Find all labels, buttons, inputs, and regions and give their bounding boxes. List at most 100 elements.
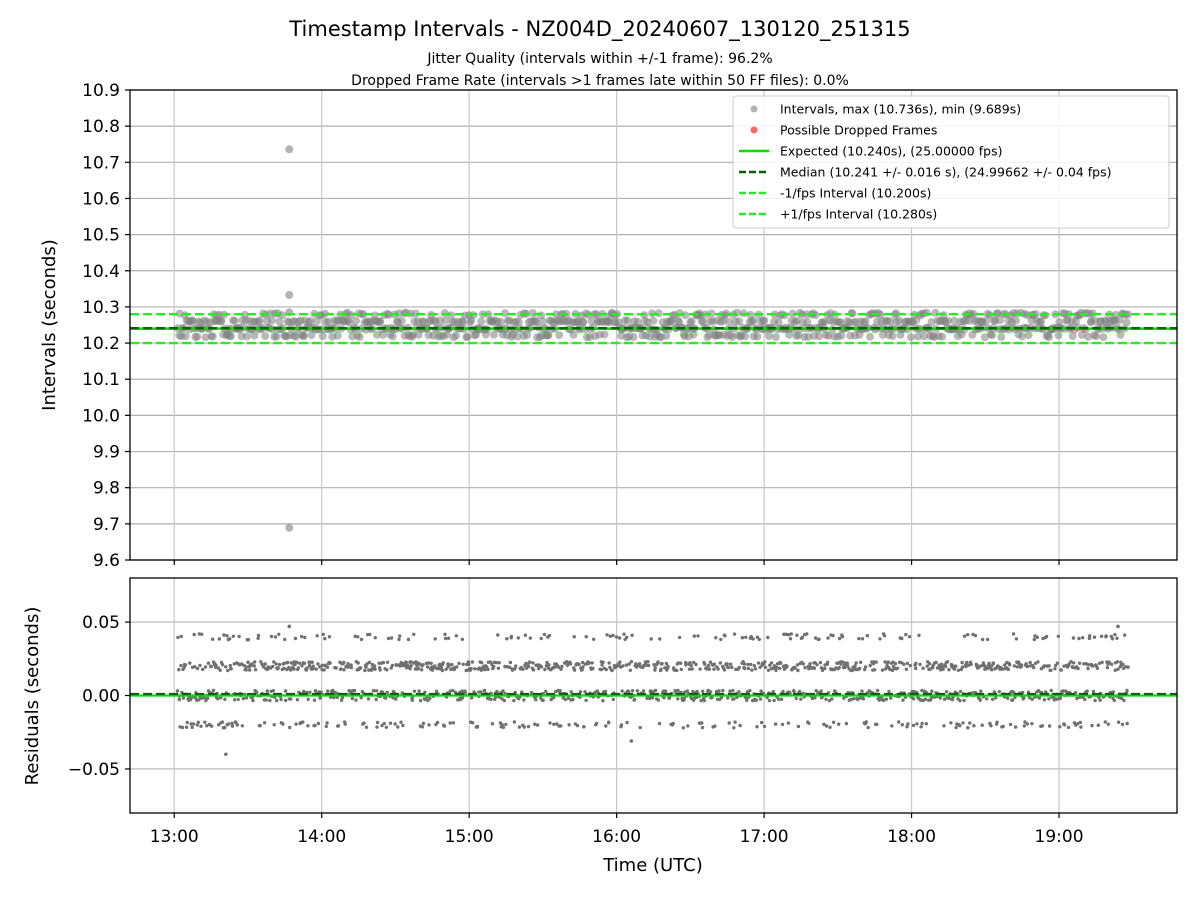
residual-point	[911, 723, 916, 728]
interval-point	[803, 317, 812, 326]
residual-point	[1011, 632, 1016, 636]
residual-point	[726, 665, 731, 670]
residual-point	[1044, 690, 1048, 694]
residual-point	[836, 661, 840, 665]
chart-subtitle-dropped: Dropped Frame Rate (intervals >1 frames …	[351, 73, 849, 89]
interval-point	[1115, 316, 1124, 325]
residual-point	[216, 697, 220, 701]
residual-point	[581, 665, 585, 669]
residual-point	[808, 662, 812, 666]
residual-point	[372, 664, 377, 668]
residual-point	[799, 697, 803, 701]
interval-point	[980, 333, 989, 342]
residual-point	[1030, 697, 1034, 701]
residual-point	[617, 636, 622, 640]
interval-point	[997, 332, 1006, 341]
residual-point	[813, 696, 817, 700]
residual-point	[479, 690, 483, 694]
interval-point	[600, 330, 609, 339]
residual-point	[1076, 722, 1080, 726]
interval-point	[914, 332, 923, 341]
residual-point	[305, 666, 309, 670]
interval-point	[397, 316, 406, 325]
residuals-reference-lines	[130, 692, 1177, 697]
residual-point	[339, 667, 343, 671]
residual-point	[380, 723, 384, 728]
interval-point	[1099, 333, 1108, 342]
residual-point	[385, 690, 389, 695]
residual-point	[188, 661, 192, 665]
interval-point	[272, 332, 281, 341]
interval-point	[927, 318, 936, 327]
residual-point	[567, 723, 571, 727]
residual-point	[902, 662, 906, 666]
residual-point	[890, 724, 894, 728]
residual-point	[947, 696, 952, 701]
residual-point	[930, 689, 934, 693]
residual-point	[1116, 720, 1121, 724]
residual-point	[700, 721, 704, 725]
residual-point	[819, 666, 824, 670]
residual-point	[717, 689, 721, 693]
residual-point	[420, 668, 424, 672]
interval-point	[324, 317, 333, 326]
residual-point	[253, 668, 258, 672]
residual-point	[516, 636, 520, 640]
residual-point	[185, 720, 189, 725]
residual-point	[824, 697, 828, 701]
residual-point	[846, 664, 850, 668]
residual-point	[372, 689, 376, 693]
residual-point	[271, 664, 275, 669]
residual-point	[190, 725, 194, 730]
residual-point	[677, 635, 682, 640]
residual-point	[663, 666, 667, 670]
residual-point	[246, 660, 250, 664]
residual-point	[492, 664, 496, 669]
residual-point	[421, 663, 425, 667]
residual-point	[488, 660, 493, 664]
residual-point	[418, 698, 423, 703]
residual-point	[1113, 668, 1118, 672]
intervals-y-axis-label: Intervals (seconds)	[39, 239, 60, 411]
residual-point	[300, 664, 304, 668]
residual-point	[184, 725, 189, 729]
residual-point	[545, 660, 549, 665]
residual-point	[1121, 662, 1125, 667]
interval-point	[988, 331, 997, 340]
residual-point	[197, 698, 201, 702]
interval-point	[1116, 330, 1125, 339]
residual-point	[271, 689, 275, 693]
residual-point	[905, 725, 909, 729]
residual-point	[563, 697, 568, 702]
intervals-y-tick-label: 10.2	[82, 334, 120, 354]
residual-point	[861, 697, 866, 701]
residual-point	[772, 698, 776, 703]
residuals-panel: −0.050.000.05 13:00 14:00 15:00 16:00 17:00 1…	[22, 577, 1178, 876]
residual-point	[455, 665, 459, 669]
residual-point	[952, 667, 957, 671]
residual-point	[349, 663, 353, 667]
residual-point	[577, 662, 581, 666]
residual-point	[659, 667, 663, 671]
residual-point	[391, 696, 395, 700]
residual-point	[960, 665, 965, 669]
residual-point	[746, 662, 750, 667]
residual-point	[707, 663, 711, 668]
residual-point	[621, 664, 625, 668]
interval-point	[815, 332, 824, 341]
residual-point	[979, 664, 984, 668]
residual-point	[528, 660, 532, 664]
residual-point	[293, 636, 298, 641]
residual-point	[482, 688, 487, 693]
residual-point	[467, 662, 471, 667]
residual-point	[560, 664, 564, 669]
residual-point	[209, 724, 214, 728]
residual-point	[972, 724, 976, 728]
legend-entry-label: Intervals, max (10.736s), min (9.689s)	[780, 102, 1021, 117]
residual-point	[295, 698, 300, 702]
residual-point	[817, 637, 821, 641]
residual-point	[509, 634, 514, 639]
residual-point	[927, 662, 932, 666]
residual-point	[789, 632, 793, 636]
residual-point	[470, 696, 474, 700]
